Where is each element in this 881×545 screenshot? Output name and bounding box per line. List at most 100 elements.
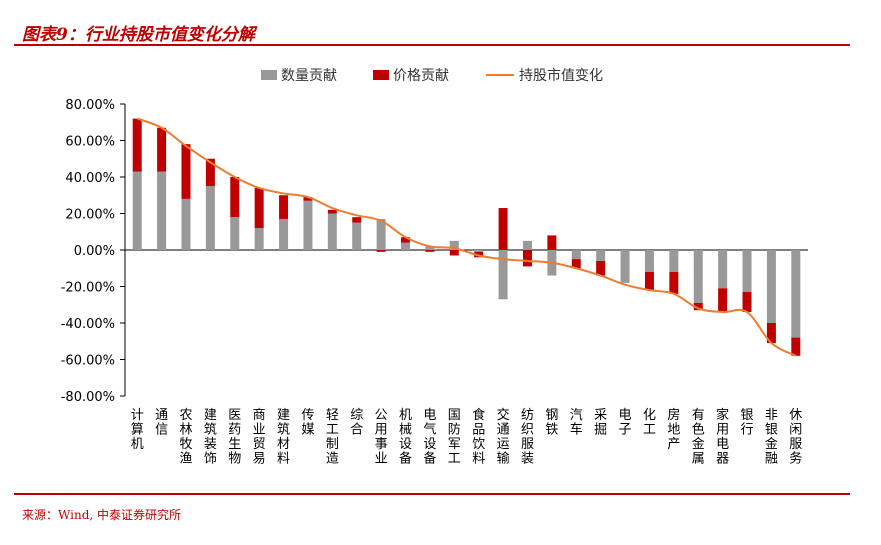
price-bar xyxy=(644,271,654,291)
x-category-label: 国防军工 xyxy=(448,408,461,467)
quantity-bar xyxy=(425,246,435,250)
x-category-label: 计算机 xyxy=(131,408,144,452)
price-bar xyxy=(766,323,776,344)
source-note: 来源：Wind, 中泰证券研究所 xyxy=(22,508,182,522)
x-category-label: 有色金属 xyxy=(692,408,705,467)
price-bar xyxy=(352,217,362,223)
legend: 数量贡献 价格贡献 持股市值变化 xyxy=(261,67,603,84)
quantity-bar xyxy=(620,250,630,283)
x-category-label: 电气设备 xyxy=(423,408,436,467)
y-tick-label: -60.00% xyxy=(61,354,115,369)
y-tick-label: -20.00% xyxy=(61,281,115,296)
price-bar xyxy=(230,177,240,218)
legend-swatch-quantity xyxy=(261,70,277,80)
quantity-bar xyxy=(596,250,606,261)
x-category-label: 房地产 xyxy=(667,407,680,452)
price-bar xyxy=(547,235,557,250)
x-category-label: 交通运输 xyxy=(497,407,510,467)
y-tick-label: 0.00% xyxy=(74,244,115,259)
price-bar xyxy=(401,237,411,243)
quantity-bar xyxy=(303,200,313,250)
legend-label-line: 持股市值变化 xyxy=(519,67,603,84)
quantity-bar xyxy=(230,217,240,250)
price-bar xyxy=(522,250,532,267)
quantity-bar xyxy=(766,250,776,323)
quantity-bar xyxy=(205,186,215,250)
line-path-holding-change xyxy=(136,117,797,357)
x-category-label: 公用事业 xyxy=(375,408,388,467)
top-rule xyxy=(14,44,850,46)
legend-label-quantity: 数量贡献 xyxy=(281,68,337,84)
y-tick-label: 60.00% xyxy=(65,135,115,150)
quantity-bar xyxy=(718,250,728,289)
quantity-bar xyxy=(401,242,411,250)
price-bar xyxy=(449,250,459,256)
quantity-bar xyxy=(449,240,459,250)
price-bar xyxy=(327,209,337,214)
x-category-label: 汽车 xyxy=(570,408,583,438)
y-tick-label: -40.00% xyxy=(61,317,115,332)
quantity-bar xyxy=(327,213,337,250)
x-category-label: 医药生物 xyxy=(228,408,241,467)
price-bar xyxy=(669,271,679,294)
price-bar xyxy=(596,260,606,276)
x-category-label: 采掘 xyxy=(594,408,607,438)
quantity-bar xyxy=(157,171,167,250)
price-bar xyxy=(157,127,167,172)
legend-label-price: 价格贡献 xyxy=(393,68,449,84)
chart: 数量贡献 价格贡献 持股市值变化 -80.00% -60.00% -40.00% -2… xyxy=(61,67,808,467)
bars xyxy=(132,118,801,356)
quantity-bar xyxy=(644,250,654,272)
quantity-bar xyxy=(279,218,289,250)
quantity-bar xyxy=(132,171,142,250)
x-category-label: 建筑装饰 xyxy=(204,408,217,467)
price-bar xyxy=(376,250,386,252)
y-tick-label: 80.00% xyxy=(65,98,115,113)
price-bar xyxy=(425,250,435,252)
quantity-bar xyxy=(498,250,508,300)
bottom-rule xyxy=(14,493,850,495)
x-category-label: 传媒 xyxy=(301,408,314,438)
x-category-label: 休闲服务 xyxy=(789,408,802,467)
quantity-bar xyxy=(181,198,191,250)
x-category-label: 非银金融 xyxy=(765,408,778,467)
price-bar xyxy=(279,195,289,219)
quantity-bar xyxy=(522,240,532,250)
price-bar xyxy=(181,144,191,199)
x-category-label: 食品饮料 xyxy=(472,407,485,467)
y-tick-label: 20.00% xyxy=(65,208,115,223)
quantity-bar xyxy=(352,222,362,250)
price-bar xyxy=(303,197,313,201)
price-bar xyxy=(254,187,264,229)
x-category-label: 商业贸易 xyxy=(253,408,266,467)
price-bar xyxy=(205,158,215,187)
price-bar xyxy=(718,288,728,313)
quantity-bar xyxy=(742,250,752,292)
category-labels: 计算机通信农林牧渔建筑装饰医药生物商业贸易建筑材料传媒轻工制造综合公用事业机械设… xyxy=(131,407,803,467)
y-tick-label: -80.00% xyxy=(61,390,115,405)
quantity-bar xyxy=(254,228,264,250)
quantity-bar xyxy=(376,218,386,250)
x-category-label: 轻工制造 xyxy=(326,408,339,467)
quantity-bar xyxy=(791,250,801,338)
quantity-bar xyxy=(571,250,581,260)
quantity-bar xyxy=(693,250,703,303)
x-category-label: 银行 xyxy=(741,408,754,438)
price-bar xyxy=(132,118,142,172)
price-bar xyxy=(571,259,581,269)
x-category-label: 纺织服装 xyxy=(521,408,534,467)
line-series xyxy=(136,117,797,357)
x-category-label: 通信 xyxy=(155,408,168,438)
x-category-label: 建筑材料 xyxy=(277,408,290,467)
x-category-label: 电子 xyxy=(619,408,632,438)
figure-title: 图表9：行业持股市值变化分解 xyxy=(22,25,255,45)
price-bar xyxy=(498,208,508,250)
quantity-bar xyxy=(474,250,484,252)
x-category-label: 农林牧渔 xyxy=(179,408,192,467)
price-bar xyxy=(693,302,703,311)
price-bar xyxy=(791,337,801,356)
x-category-label: 化工 xyxy=(643,408,656,438)
x-category-label: 家用电器 xyxy=(716,407,729,467)
quantity-bar xyxy=(669,250,679,272)
x-category-label: 综合 xyxy=(350,408,363,438)
